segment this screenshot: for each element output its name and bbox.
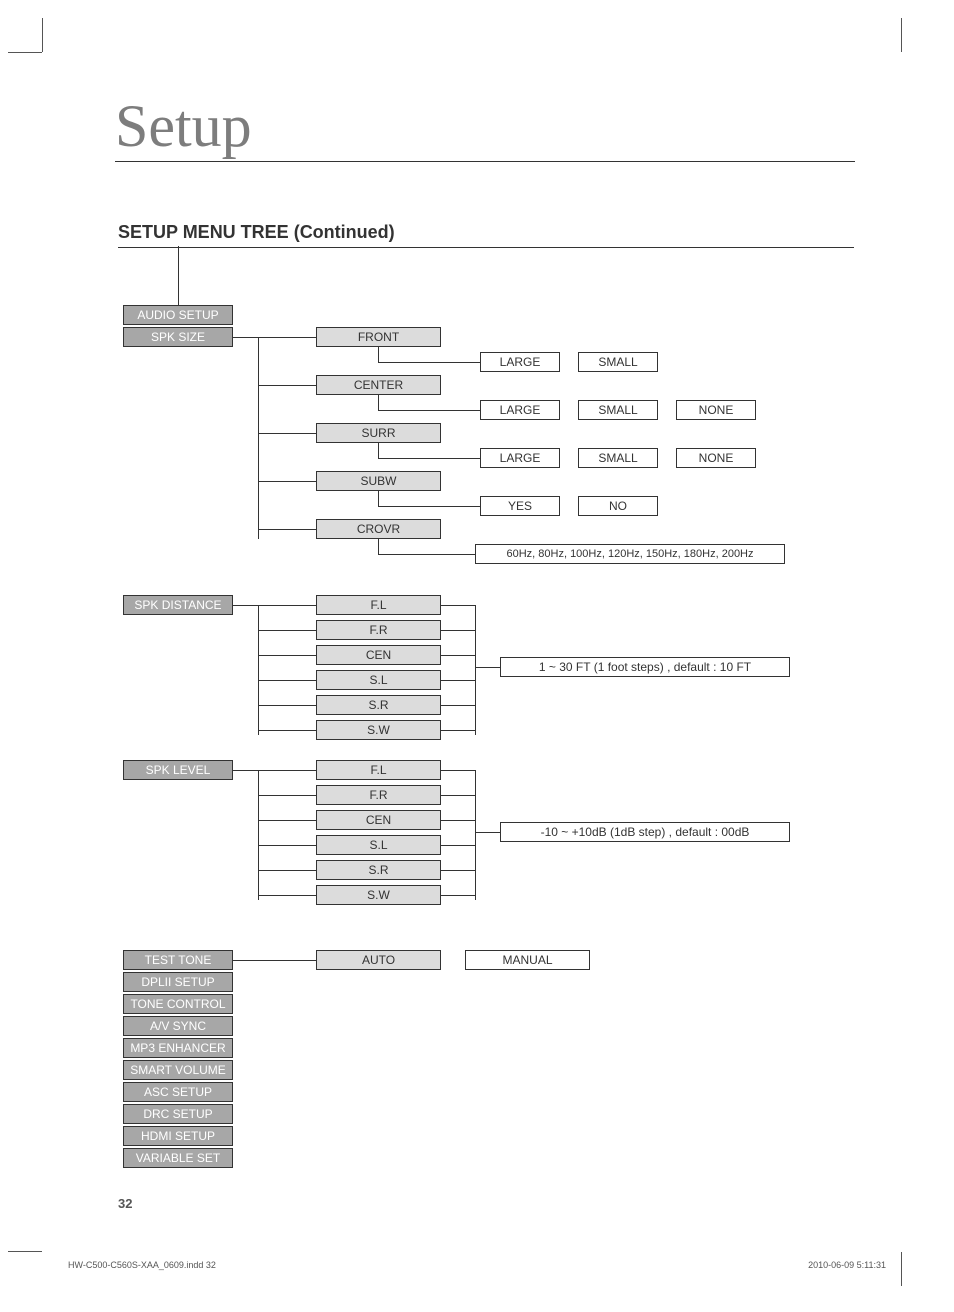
dist-sw: S.W [316,720,441,740]
center-none: NONE [676,400,756,420]
center-small: SMALL [578,400,658,420]
lvl-sl: S.L [316,835,441,855]
av-sync: A/V SYNC [123,1016,233,1036]
crovr: CROVR [316,519,441,539]
footer-left: HW-C500-C560S-XAA_0609.indd 32 [68,1260,216,1270]
dist-cen: CEN [316,645,441,665]
page-number: 32 [118,1196,132,1211]
section-title: SETUP MENU TREE (Continued) [118,222,854,248]
center-large: LARGE [480,400,560,420]
surr-none: NONE [676,448,756,468]
variable-set: VARIABLE SET [123,1148,233,1168]
lvl-sr: S.R [316,860,441,880]
mp3-enhancer: MP3 ENHANCER [123,1038,233,1058]
crovr-values: 60Hz, 80Hz, 100Hz, 120Hz, 150Hz, 180Hz, … [475,544,785,564]
footer-right: 2010-06-09 5:11:31 [808,1260,886,1270]
drc-setup: DRC SETUP [123,1104,233,1124]
spk-level: SPK LEVEL [123,760,233,780]
page-title: Setup [115,92,855,162]
front: FRONT [316,327,441,347]
lvl-cen: CEN [316,810,441,830]
lvl-fr: F.R [316,785,441,805]
spk-distance: SPK DISTANCE [123,595,233,615]
subw-yes: YES [480,496,560,516]
auto: AUTO [316,950,441,970]
dist-fl: F.L [316,595,441,615]
lvl-fl: F.L [316,760,441,780]
asc-setup: ASC SETUP [123,1082,233,1102]
surr-small: SMALL [578,448,658,468]
front-small: SMALL [578,352,658,372]
center: CENTER [316,375,441,395]
dist-sr: S.R [316,695,441,715]
surr-large: LARGE [480,448,560,468]
surr: SURR [316,423,441,443]
subw: SUBW [316,471,441,491]
audio-setup: AUDIO SETUP [123,305,233,325]
dplii-setup: DPLII SETUP [123,972,233,992]
hdmi-setup: HDMI SETUP [123,1126,233,1146]
tone-control: TONE CONTROL [123,994,233,1014]
lvl-sw: S.W [316,885,441,905]
front-large: LARGE [480,352,560,372]
subw-no: NO [578,496,658,516]
level-values: -10 ~ +10dB (1dB step) , default : 00dB [500,822,790,842]
dist-fr: F.R [316,620,441,640]
distance-values: 1 ~ 30 FT (1 foot steps) , default : 10 … [500,657,790,677]
smart-volume: SMART VOLUME [123,1060,233,1080]
spk-size: SPK SIZE [123,327,233,347]
dist-sl: S.L [316,670,441,690]
test-tone: TEST TONE [123,950,233,970]
manual: MANUAL [465,950,590,970]
